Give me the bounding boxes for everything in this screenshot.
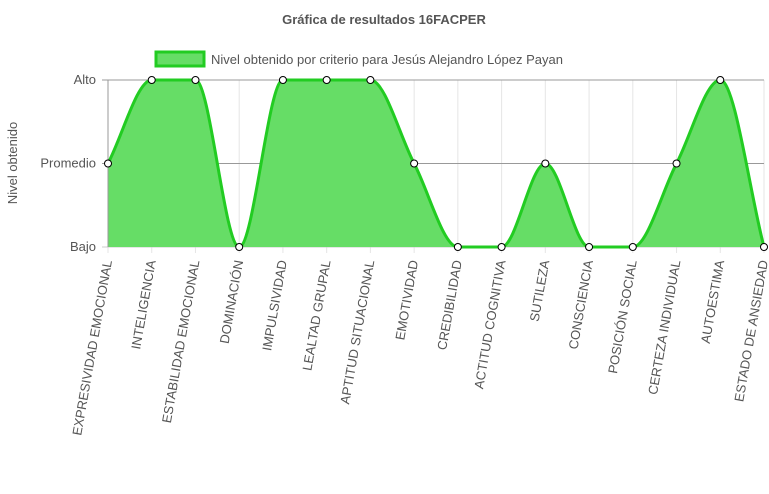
x-tick-label: LEALTAD GRUPAL [299, 259, 333, 372]
legend-label: Nivel obtenido por criterio para Jesús A… [211, 52, 563, 67]
points [104, 76, 768, 251]
data-point[interactable] [672, 159, 681, 168]
x-tick-label: APTITUD SITUACIONAL [337, 259, 377, 405]
x-tick-label: AUTOESTIMA [698, 259, 727, 345]
x-tick-label: EXPRESIVIDAD EMOCIONAL [69, 259, 115, 437]
x-ticks: EXPRESIVIDAD EMOCIONAL INTELIGENCIA ESTABI… [69, 259, 769, 437]
x-tick-label: DOMINACIÓN [217, 259, 246, 345]
series-line [106, 78, 766, 249]
data-point[interactable] [453, 243, 462, 251]
x-tick-label: CONSCIENCIA [566, 259, 597, 351]
data-point[interactable] [366, 76, 375, 84]
x-tick-label: ACTITUD COGNITIVA [471, 259, 508, 390]
x-tick-label: ESTADO DE ANSIEDAD [731, 259, 769, 403]
legend[interactable]: Nivel obtenido por criterio para Jesús A… [154, 50, 563, 68]
area-layer [106, 78, 766, 249]
y-tick-label: Bajo [70, 239, 96, 254]
y-ticks: Bajo Promedio Alto [40, 72, 96, 254]
x-tick-label: CERTEZA INDIVIDUAL [645, 259, 683, 396]
data-point[interactable] [278, 76, 287, 84]
x-tick-label: IMPULSIVIDAD [259, 259, 290, 352]
y-tick-label: Alto [74, 72, 96, 87]
y-tick-label: Promedio [40, 156, 96, 171]
data-point[interactable] [541, 159, 550, 168]
x-tick-label: INTELIGENCIA [128, 259, 159, 351]
data-point[interactable] [147, 76, 156, 84]
x-tick-label: ESTABILIDAD EMOCIONAL [159, 259, 202, 424]
data-point[interactable] [191, 76, 200, 84]
data-point[interactable] [760, 243, 768, 251]
x-tick-label: EMOTIVIDAD [392, 259, 421, 341]
legend-swatch [154, 50, 206, 68]
x-tick-label: POSICIÓN SOCIAL [605, 259, 640, 375]
data-point[interactable] [104, 159, 112, 168]
data-point[interactable] [497, 243, 506, 251]
y-axis-title: Nivel obtenido [5, 122, 20, 204]
data-point[interactable] [235, 243, 244, 251]
data-point[interactable] [585, 243, 594, 251]
data-point[interactable] [628, 243, 637, 251]
x-tick-label: CREDIBILIDAD [434, 259, 465, 351]
data-point[interactable] [716, 76, 725, 84]
x-tick-label: SUTILEZA [527, 259, 553, 323]
chart-title: Gráfica de resultados 16FACPER [282, 12, 486, 27]
series-area [108, 80, 764, 247]
data-point[interactable] [322, 76, 331, 84]
data-point[interactable] [410, 159, 419, 168]
